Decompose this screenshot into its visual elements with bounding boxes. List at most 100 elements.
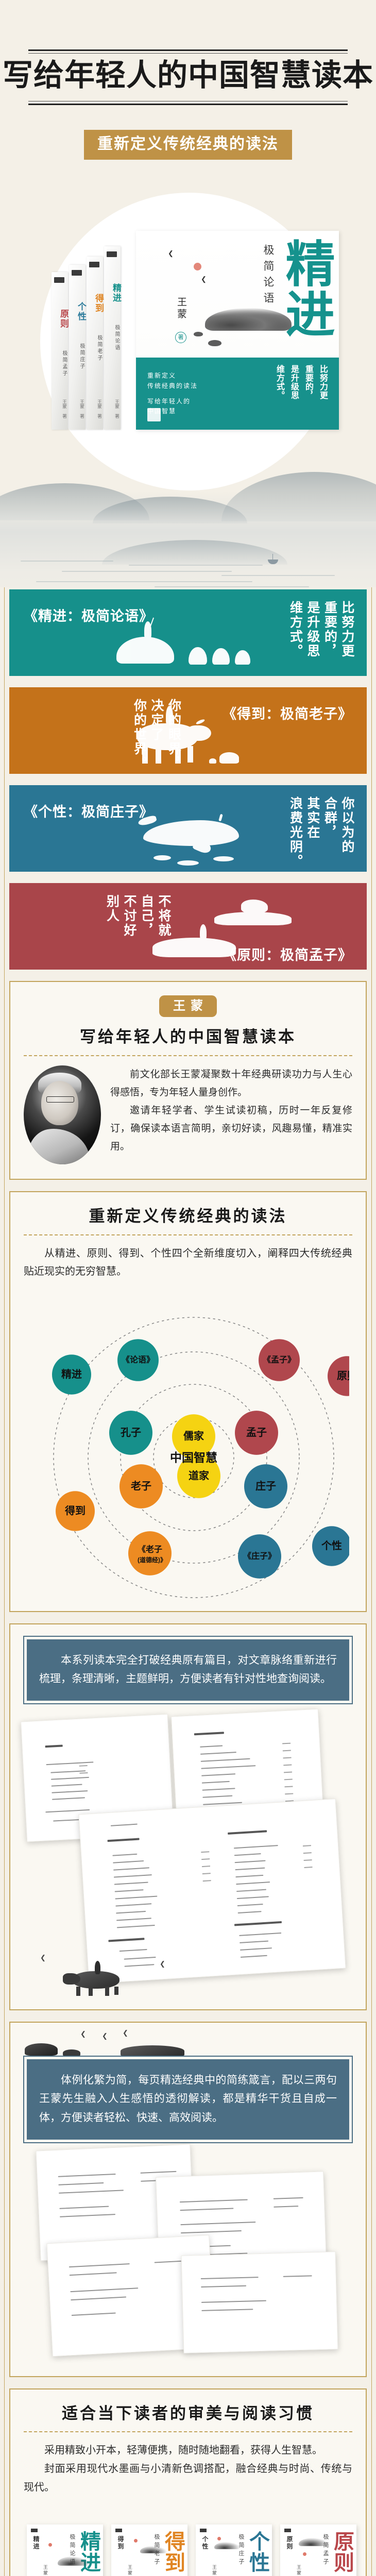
- diagram-node-label: 道家: [189, 1469, 210, 1482]
- diagram-node[interactable]: 个性: [312, 1526, 349, 1566]
- diagram-node-label: 原则: [337, 1370, 349, 1382]
- figure-small: [200, 924, 207, 941]
- quote-col: 重要的，: [322, 601, 337, 658]
- deer-leg: [246, 911, 249, 916]
- diagram-node[interactable]: 得到: [56, 1491, 95, 1531]
- diagram-node[interactable]: 《孟子》: [259, 1339, 300, 1381]
- diagram-node-circle: [328, 1356, 349, 1396]
- diagram-node[interactable]: 儒家: [172, 1414, 215, 1459]
- ox-and-rider-art: [124, 702, 252, 764]
- diagram-node[interactable]: 道家: [177, 1454, 220, 1498]
- sheet-page-number: [283, 1764, 292, 1766]
- water-ripple: [36, 581, 252, 582]
- dashed-divider: [24, 1055, 352, 1056]
- sheet-line: [200, 1752, 236, 1755]
- diagram-node[interactable]: 庄子: [244, 1464, 287, 1509]
- publisher-logo-icon: [107, 251, 117, 257]
- water-ripple: [129, 565, 263, 566]
- sheet-line: [236, 1889, 267, 1892]
- bottom-cover-dedao: 得到 王蒙 著 得到 极简老子 重新定义 传统经典的读法 写给年轻人的 中国智慧: [111, 2524, 187, 2576]
- cover-author: 王蒙: [176, 297, 186, 320]
- quote-col: 合群，: [322, 796, 337, 840]
- diagram-node[interactable]: 老子: [119, 1464, 163, 1509]
- sheet-line: [240, 1947, 272, 1951]
- diagram-node-circle: [259, 1339, 300, 1381]
- bottom-cover-yuanze: 原则 王蒙 著 原则 极简孟子 重新定义 传统经典的读法 写给年轻人的 中国智慧: [280, 2524, 356, 2576]
- sheet-line: [71, 2312, 116, 2316]
- water-ripple: [221, 575, 335, 576]
- sheet-page-number: [282, 1750, 291, 1752]
- quote-col: 你的眼界，: [166, 699, 181, 771]
- diagram-node[interactable]: 原则: [328, 1356, 349, 1396]
- sheet-page-number: [303, 1852, 312, 1854]
- bottom-covers-row: 精进 王蒙 著 精进 极简论语 重新定义 传统经典的读法 写给年轻人的 中国智慧: [24, 2506, 356, 2576]
- feature-panel-2: ❮ ❮ ❮ 体例化繁为简，每页精选经典中的简练箴言，配以三两句王蒙先生融入人生感…: [9, 2021, 367, 2377]
- publisher-logo-icon: [200, 2529, 207, 2533]
- book-spine-dedao: 得到 极简老子 王蒙 著: [87, 257, 104, 430]
- cover-band-quote: 比努力更 重要的， 是升级思 维方式。: [149, 365, 329, 400]
- quote-col-2: 重要的，: [304, 365, 313, 400]
- rock-blob: [209, 758, 216, 764]
- redefine-panel-body: 从精进、原则、得到、个性四个全新维度切入，阐释四大传统经典贴近现实的无穷智慧。: [24, 1245, 352, 1281]
- diagram-node-label: 《老子: [138, 1544, 162, 1554]
- sheet-line: [112, 1853, 138, 1856]
- diagram-node[interactable]: 《论语》: [117, 1339, 159, 1381]
- sheet-line: [180, 2230, 242, 2233]
- sheet-line: [113, 1867, 150, 1871]
- sheet-line: [202, 1795, 233, 1798]
- rock-ledge: [214, 912, 292, 925]
- diagram-node[interactable]: 孔子: [109, 1411, 152, 1455]
- quote-col: 比努力更: [340, 601, 354, 658]
- hill-shape: [0, 483, 149, 520]
- publisher-logo-icon: [89, 262, 99, 267]
- quote-col: 决定了: [149, 699, 163, 742]
- wave-blob: [153, 855, 171, 860]
- sheet-line: [273, 2197, 303, 2199]
- author-name-badge: 王蒙: [159, 995, 217, 1017]
- author-panel-title: 写给年轻人的中国智慧读本: [80, 1028, 296, 1046]
- author-panel: 王蒙 写给年轻人的中国智慧读本 前文化部长王蒙凝聚数十年经典研读功力与人生心得感…: [9, 981, 367, 1180]
- diagram-svg: 精进 《论语》孔子 儒家 孟子 《孟子》原则得到 老子 道家 庄子《老子 (道德经)》 《庄子》 个…: [52, 1317, 349, 1598]
- diagram-node[interactable]: 精进: [52, 1354, 91, 1395]
- monk-on-hill-art: [106, 617, 261, 670]
- feature-box-2-text: 体例化繁为简，每页精选经典中的简练箴言，配以三两句王蒙先生融入人生感悟的透彻解读…: [39, 2073, 337, 2124]
- small-hill-blob: [212, 648, 230, 665]
- portrait-face: [41, 1080, 78, 1125]
- sheet-line: [201, 2308, 253, 2311]
- ink-rock-icon: [121, 2045, 184, 2057]
- sheet-line: [113, 1874, 152, 1878]
- sheet-line: [201, 1781, 230, 1784]
- ox-leg: [187, 746, 193, 762]
- sheet-line: [201, 2300, 266, 2303]
- publisher-logo-icon: [72, 270, 82, 276]
- sheet-line: [45, 1809, 90, 1813]
- swallow-icon: ❮: [160, 1959, 165, 1968]
- diagram-node-circle: [52, 1354, 91, 1395]
- diagram-node-label: 《孟子》: [263, 1355, 296, 1364]
- quote-col: 是升级思: [305, 601, 319, 658]
- sheet-line: [200, 1758, 250, 1762]
- ink-rock-icon: [194, 332, 203, 336]
- cover-author: 王蒙 著: [296, 2565, 302, 2576]
- cover-big-title: 个性: [246, 2531, 269, 2573]
- diagram-node-label: 孔子: [121, 1427, 141, 1438]
- sheet-line: [53, 1819, 81, 1822]
- quote-card-yuanze: 《原则：极简孟子》 不将就 自己， 不讨好 别人: [9, 883, 367, 970]
- swallow-icon: ❮: [40, 1953, 46, 1961]
- wave-blob: [177, 860, 199, 866]
- hero-section: 写给年轻人的中国智慧读本 重新定义传统经典的读法 原则 极简孟子 王蒙 著 个性…: [0, 0, 376, 587]
- deer-body: [241, 900, 268, 913]
- diagram-node[interactable]: 孟子: [235, 1411, 278, 1455]
- spine-author: 王蒙 著: [79, 399, 84, 418]
- hero-title-block: 写给年轻人的中国智慧读本 重新定义传统经典的读法: [0, 0, 376, 160]
- sheet-line: [70, 2287, 139, 2292]
- cover-author: 王蒙 著: [42, 2565, 49, 2576]
- dashed-divider: [24, 1234, 352, 1235]
- water-ripple: [155, 586, 309, 587]
- aesthetics-panel: 适合当下读者的审美与阅读习惯 采用精致小开本，轻薄便携，随时随地翻看，获得人生智…: [9, 2388, 367, 2576]
- diagram-node-circle: [56, 1491, 95, 1531]
- diagram-node[interactable]: 《庄子》: [238, 1534, 281, 1579]
- quote-card-title: 《得到：极简老子》: [223, 706, 352, 722]
- sheet-page-number: [201, 1866, 211, 1868]
- diagram-node[interactable]: 《老子 (道德经)》: [128, 1531, 172, 1575]
